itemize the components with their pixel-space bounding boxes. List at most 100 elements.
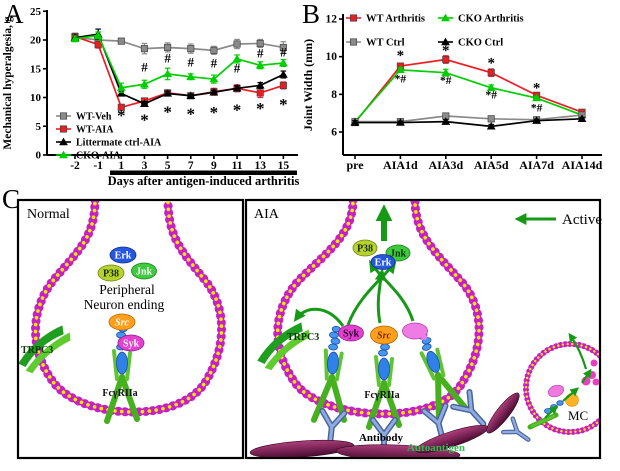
mc-granule-pink [547,384,565,398]
erk-protein [370,254,396,270]
legend-label: WT-AIA [76,125,114,136]
y-tick-label: 6 [331,127,337,139]
src-protein [370,325,398,345]
x-tick-label: AIA3d [428,158,463,172]
syk-to-trpc3-arrow [293,307,345,327]
legend-label: Littermate ctrl-AIA [76,138,162,149]
y-tick-label: 25 [30,6,42,18]
active-label: Active [562,212,602,228]
legend-item-cko-arthritis: CKO Arthritis [438,13,524,25]
phospho-protein-tail [421,334,427,340]
legend-item-littermate-ctrl-aia: Littermate ctrl-AIA [56,137,162,149]
mc-receptor-green-inner [530,414,556,428]
x-tick-label: 11 [232,160,243,172]
legend-item-wt-aia: WT-AIA [56,125,114,136]
autoantigen-shape [249,439,355,457]
x-tick-label: 1 [118,160,124,172]
y-tick-label: 8 [331,89,337,101]
mc-granule-orange [565,393,579,407]
x-tick-label: AIA1d [383,158,418,172]
y-tick-label: 10 [326,51,338,63]
series-wt-arthritis [351,55,586,127]
panel-c-label: C [2,184,21,214]
significance-hash: # [188,54,195,69]
x-tick-label: 15 [278,160,290,172]
y-tick-label: 10 [30,92,42,104]
significance-starhash: *# [485,89,497,101]
significance-starhash: *# [395,73,407,85]
significance-hash: # [280,45,287,60]
mc-receptor-coil [556,400,564,406]
x-tick-label: 3 [142,160,148,172]
src-to-erk-arrow [374,268,387,324]
series-cko-arthritis [350,65,587,125]
series-wt-aia [71,32,287,111]
y-tick-label: 15 [30,63,42,75]
x-tick-label: 9 [211,160,217,172]
syk-protein [338,324,364,342]
significance-star: * [117,106,126,125]
x-tick-label: 5 [165,160,171,172]
significance-star: * [487,55,495,71]
normal-box [16,198,245,460]
y-axis-label: Joint Width (mm) [301,39,315,131]
syk-protein [117,334,145,352]
x-tick-label: pre [346,158,364,172]
src-protein [108,313,136,331]
significance-star: * [397,48,405,64]
panel-b-label: B [302,0,321,29]
significance-starhash: *# [531,103,543,115]
neuron-ending-text: Neuron ending [84,297,165,312]
x-tick-label: 7 [188,160,194,172]
significance-star: * [210,103,219,122]
significance-hash: # [164,50,171,65]
p38-protein [97,264,125,282]
x-tick-label: 13 [254,160,266,172]
jnk-label: Jnk [390,249,407,260]
p38-label: P38 [103,269,119,280]
legend-item-cko-ctrl: CKO Ctrl [438,37,503,49]
mechanism-diagram: Normal Erk P38 Jnk Peripheral Neuron end… [16,198,602,460]
src-label: Src [377,331,391,342]
erk-protein [109,246,137,264]
autoantigen-label: Autoantigen [407,442,465,454]
significance-hash: # [257,46,264,61]
mc-granule-magenta [592,378,599,386]
legend-label: WT-Veh [76,112,112,123]
y-tick-label: 0 [36,150,42,162]
legend-label: CKO Arthritis [458,14,524,25]
fcgriia-label: FcγRIIa [364,390,399,401]
mc-label: MC [568,408,588,423]
jnk-protein [131,262,157,280]
mc-release-arrow [568,332,588,370]
peripheral-text: Peripheral [99,282,155,297]
legend-label: CKO-AIA [76,151,121,162]
significance-star: * [442,43,450,59]
significance-star: * [187,105,196,124]
aia-box [244,198,602,460]
jnk-label: Jnk [136,267,153,278]
panel-a-label: A [4,0,24,29]
legend-item-wt-veh: WT-Veh [56,112,112,123]
x-tick-label: -2 [70,160,80,172]
src-label: Src [115,318,129,329]
antibody [503,419,533,447]
x-tick-label: AIA14d [562,158,603,172]
mc-granule-magenta [590,359,598,367]
legend-label: WT Arthritis [366,14,425,25]
legend-item-cko-aia: CKO-AIA [56,150,121,162]
significance-hash: # [211,56,218,71]
series-cko-aia [70,31,288,93]
significance-star: * [256,99,265,118]
x-tick-label: AIA7d [519,158,554,172]
mc-arrow [562,387,580,402]
trpc3-label: TRPC3 [287,332,319,343]
legend-item-wt-arthritis: WT Arthritis [346,14,425,25]
legend-label: WT Ctrl [366,38,405,49]
fcgriia-label: FcγRIIa [102,388,137,399]
legend-label: CKO Ctrl [458,38,503,49]
y-tick-label: 20 [30,35,42,47]
joint-width-chart: 6 8 10 12 pre AIA1d AIA3d AIA5d AIA7d AIA14d Joint… [301,13,603,172]
x-axis-label: Days after antigen-induced arthritis [108,174,300,188]
